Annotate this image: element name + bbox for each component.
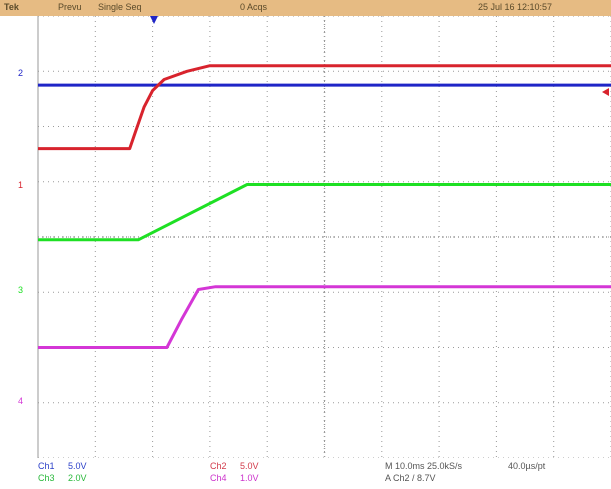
ch2-label: Ch2 xyxy=(210,461,227,471)
sample-interval: 40.0µs/pt xyxy=(508,461,546,471)
date-time: 25 Jul 16 12:10:57 xyxy=(478,2,553,12)
ch1-scale: 5.0V xyxy=(68,461,87,471)
ch3-marker: 3 xyxy=(18,285,23,295)
timebase-readout: M 10.0ms 25.0kS/s xyxy=(385,461,463,471)
run-status: Prevu xyxy=(58,2,82,12)
ch4-scale: 1.0V xyxy=(240,473,259,483)
acquisition-mode: Single Seq xyxy=(98,2,142,12)
trace-ch1 xyxy=(38,64,611,151)
trigger-readout: A Ch2 / 8.7V xyxy=(385,473,436,483)
waveform-display: 2 1 3 4 xyxy=(18,16,611,458)
waveform-traces xyxy=(38,64,611,349)
ch1-label: Ch1 xyxy=(38,461,55,471)
trigger-position-icon xyxy=(150,16,158,24)
tek-label: Tek xyxy=(4,2,19,12)
status-bar: Tek Prevu Single Seq 0 Acqs 25 Jul 16 12… xyxy=(0,0,611,16)
ch3-label: Ch3 xyxy=(38,473,55,483)
acquisition-count: 0 Acqs xyxy=(240,2,268,12)
ch1-marker: 1 xyxy=(18,180,23,190)
readout-bar: Ch1 5.0V Ch3 2.0V Ch2 5.0V Ch4 1.0V M 10… xyxy=(0,458,611,489)
ch2-marker: 2 xyxy=(18,68,23,78)
ch3-scale: 2.0V xyxy=(68,473,87,483)
graticule xyxy=(37,16,611,458)
trigger-level-icon xyxy=(602,88,609,96)
ch4-label: Ch4 xyxy=(210,473,227,483)
ch4-marker: 4 xyxy=(18,396,23,406)
trace-ch3 xyxy=(38,183,611,242)
trace-ch4 xyxy=(38,285,611,349)
ch2-scale: 5.0V xyxy=(240,461,259,471)
